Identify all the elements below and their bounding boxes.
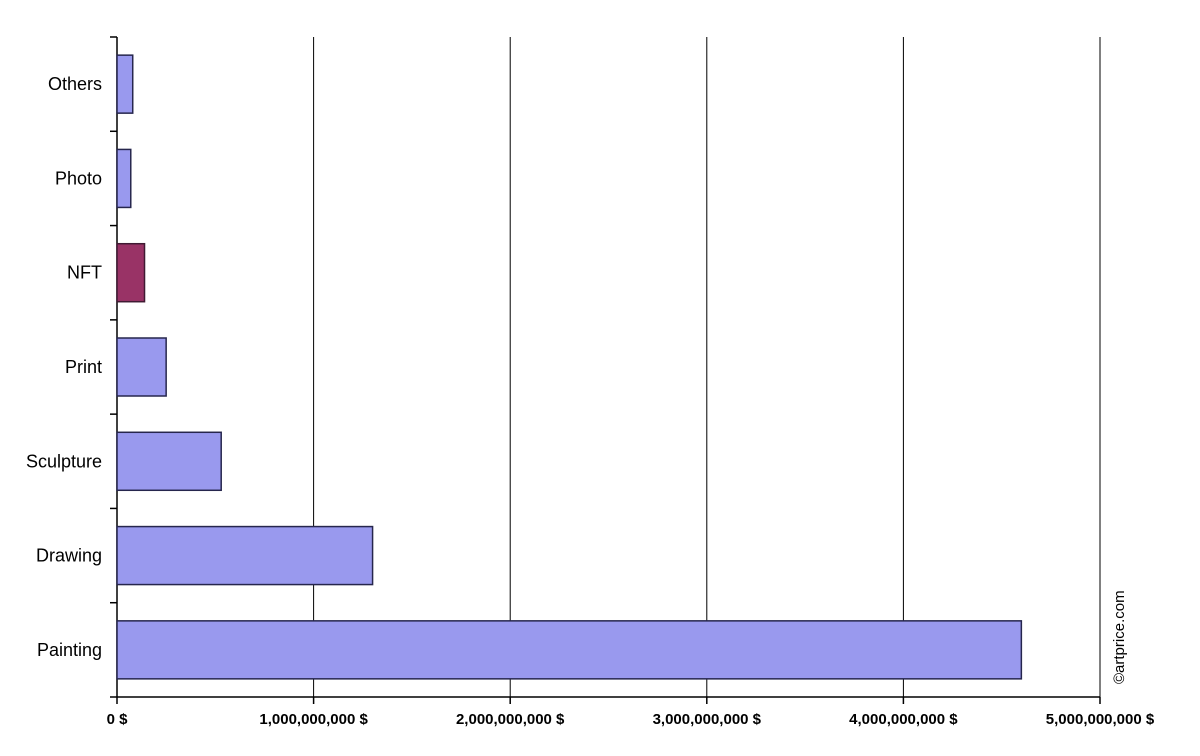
bar-painting xyxy=(116,620,1023,680)
category-label-nft: NFT xyxy=(67,263,102,283)
x-tick-label: 1,000,000,000 $ xyxy=(259,711,368,728)
x-tick-label: 3,000,000,000 $ xyxy=(653,711,762,728)
category-label-painting: Painting xyxy=(37,640,102,660)
category-label-photo: Photo xyxy=(55,168,102,188)
bar-drawing xyxy=(116,525,374,586)
x-tick-label: 0 $ xyxy=(107,711,129,728)
x-tick-label: 4,000,000,000 $ xyxy=(849,711,958,728)
bar-print xyxy=(116,337,167,397)
category-label-sculpture: Sculpture xyxy=(26,451,102,471)
category-label-print: Print xyxy=(65,357,102,377)
x-tick-label: 5,000,000,000 $ xyxy=(1046,711,1155,728)
category-label-others: Others xyxy=(48,74,102,94)
watermark-artprice: ©artprice.com xyxy=(1111,590,1128,684)
bar-sculpture xyxy=(116,431,222,492)
bar-nft xyxy=(116,242,146,303)
bar-photo xyxy=(116,148,132,209)
x-tick-label: 2,000,000,000 $ xyxy=(456,711,565,728)
bar-others xyxy=(116,54,134,114)
category-label-drawing: Drawing xyxy=(36,546,102,566)
